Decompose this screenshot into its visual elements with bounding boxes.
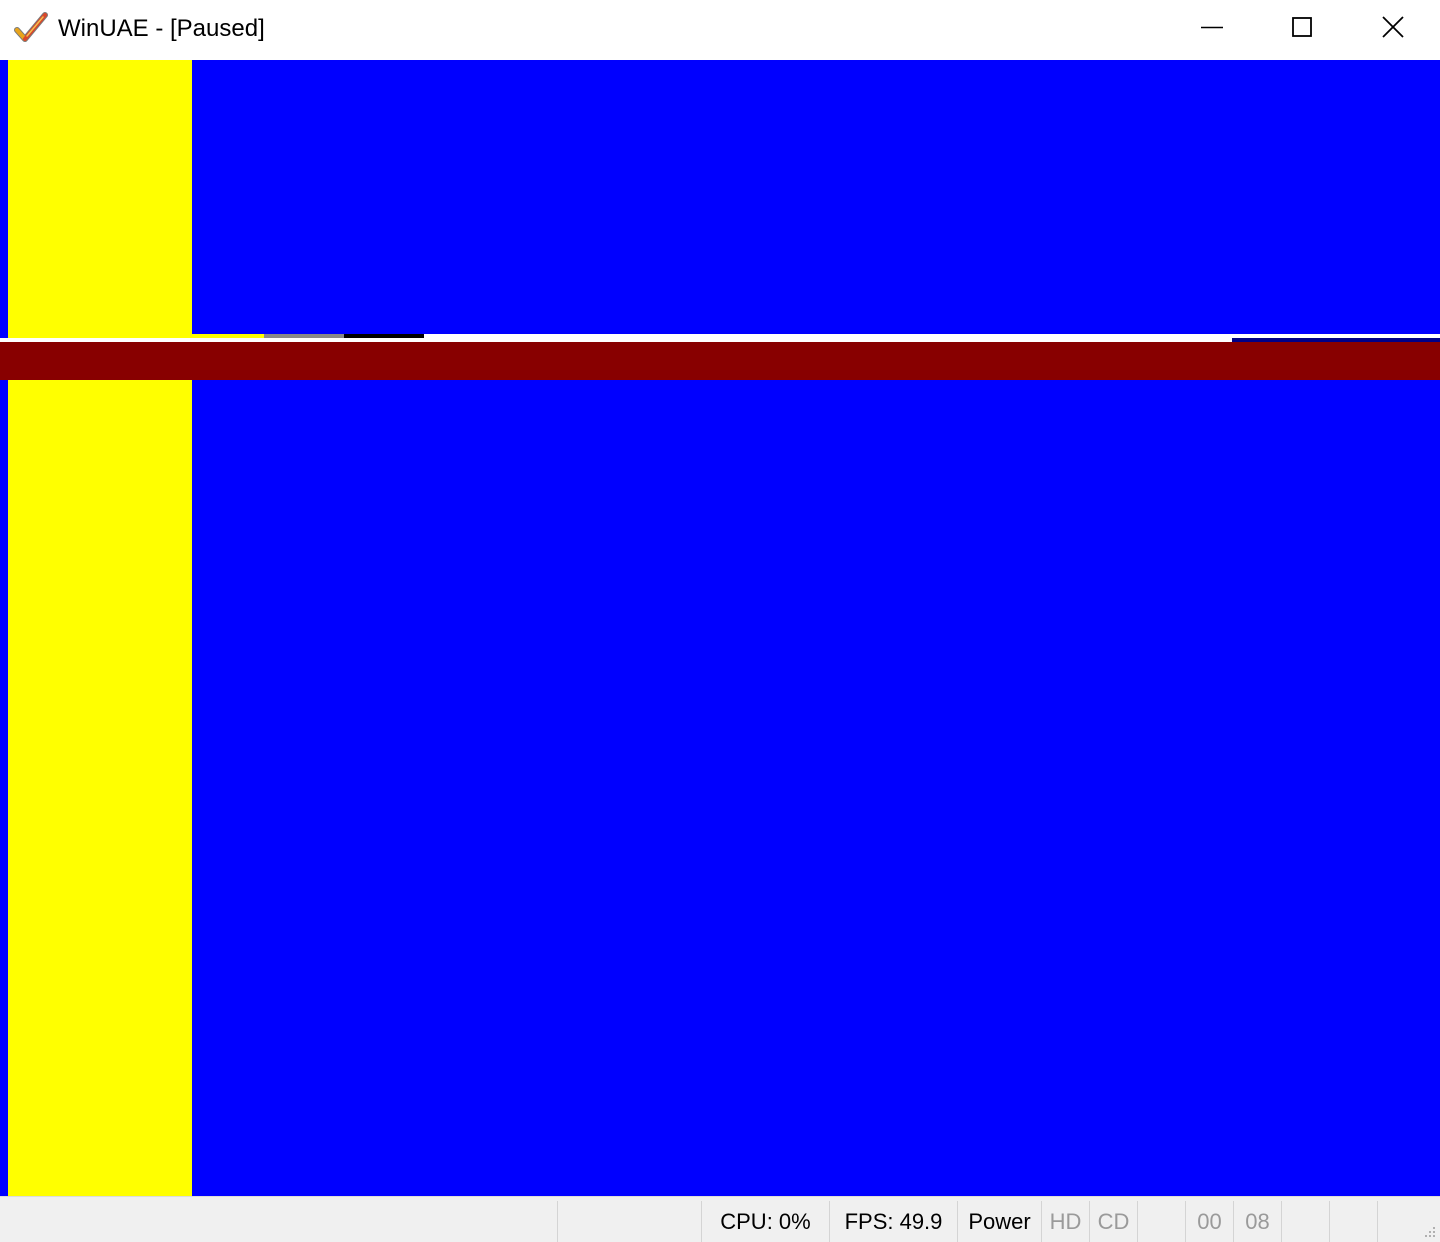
hd-led[interactable]: HD (1041, 1201, 1089, 1242)
display-white-gap (0, 338, 1440, 342)
display-white-line (192, 334, 1440, 338)
display-navy-strip (1232, 338, 1440, 342)
display-red-band (0, 342, 1440, 380)
display-yellow-column-top (8, 60, 192, 338)
cd-led[interactable]: CD (1089, 1201, 1137, 1242)
close-icon (1382, 15, 1404, 43)
winuae-checkmark-icon (14, 12, 48, 44)
display-yellow-strip (192, 334, 264, 338)
minimize-icon (1201, 16, 1223, 43)
title-bar[interactable]: WinUAE - [Paused] (0, 0, 1440, 60)
drive-df2-field[interactable] (1281, 1201, 1329, 1242)
display-grey-strip (264, 334, 344, 338)
close-button[interactable] (1348, 0, 1438, 58)
status-bar: CPU: 0% FPS: 49.9 Power HD CD 00 08 (0, 1196, 1440, 1242)
maximize-icon (1292, 16, 1312, 42)
emulator-display[interactable] (0, 60, 1440, 1196)
display-left-edge-top (0, 60, 8, 338)
drive-df0-track[interactable]: 00 (1185, 1201, 1233, 1242)
fps-label: FPS: 49.9 (829, 1201, 957, 1242)
status-empty-field (1137, 1201, 1185, 1242)
drive-df1-track[interactable]: 08 (1233, 1201, 1281, 1242)
cpu-usage-label: CPU: 0% (701, 1201, 829, 1242)
display-blue-area-top (192, 60, 1440, 334)
drive-df3-field[interactable] (1329, 1201, 1377, 1242)
status-blank-field (557, 1201, 701, 1242)
display-left-edge-bottom (0, 380, 8, 1196)
display-yellow-column-bottom (8, 380, 192, 1196)
window-title: WinUAE - [Paused] (58, 15, 265, 42)
power-led[interactable]: Power (957, 1201, 1041, 1242)
display-black-strip (344, 334, 424, 338)
status-message-field (4, 1201, 557, 1242)
status-grip-field (1377, 1201, 1440, 1242)
resize-grip-icon[interactable] (1421, 1223, 1437, 1239)
maximize-button[interactable] (1257, 0, 1347, 58)
display-blue-area-bottom (192, 380, 1440, 1196)
minimize-button[interactable] (1167, 0, 1257, 58)
